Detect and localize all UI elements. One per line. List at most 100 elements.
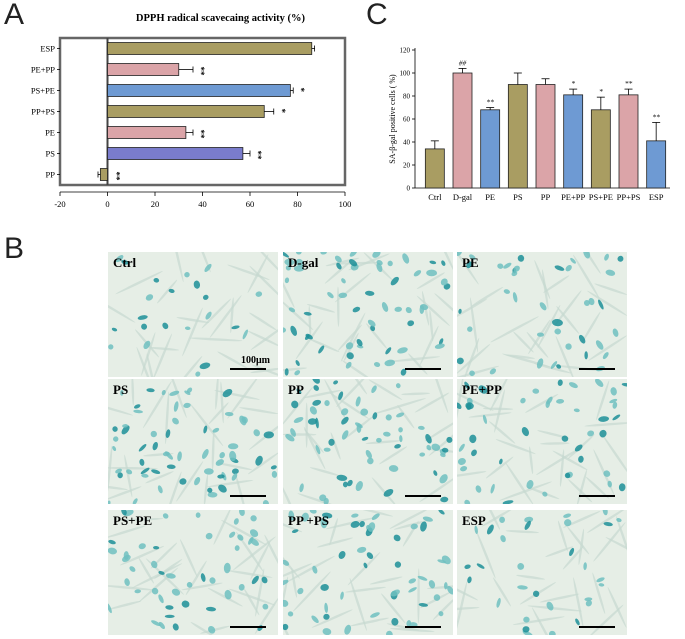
micrograph-stained-cell [357,546,367,553]
micrograph-stained-cell [126,469,133,475]
micrograph-label: PP +PS [288,513,329,528]
micrograph-stained-cell [367,319,376,327]
micrograph-stained-cell [173,401,179,412]
micrograph-stained-cell [153,545,160,550]
micrograph-fiber [283,576,289,617]
micrograph-fiber [470,297,479,353]
micrograph-stained-cell [402,253,410,264]
micrograph-stained-cell [584,351,588,360]
scale-bar-label: 100μm [241,355,270,366]
micrograph-fiber [552,450,588,471]
micrograph-fiber [468,412,512,418]
micrograph-fiber [119,518,164,522]
micrograph-stained-cell [271,470,278,478]
micrograph-stained-cell [503,262,512,269]
micrograph-stained-cell [564,519,572,527]
micrograph-image [457,379,627,504]
micrograph-stained-cell [263,431,274,439]
micrograph-fiber [526,331,549,358]
micrograph-stained-cell [578,334,586,344]
scale-bar [405,626,441,628]
micrograph-fiber [489,379,511,412]
micrograph-stained-cell [595,379,604,387]
micrograph-image [108,252,278,377]
micrograph-fiber [368,379,403,400]
chart-a-significance: ** [196,130,206,140]
micrograph-stained-cell [520,397,526,404]
chart-c-bar [507,84,528,189]
micrograph-stained-cell [367,457,374,465]
micrograph-fiber [457,580,479,601]
micrograph-image [457,510,627,635]
micrograph-stained-cell [356,423,362,433]
micrograph-stained-cell [583,562,587,571]
micrograph-fiber [390,627,435,632]
micrograph-stained-cell [121,259,129,265]
micrograph-stained-cell [469,434,477,444]
micrograph-stained-cell [341,416,349,425]
micrograph-stained-cell [311,615,319,624]
micrograph-stained-cell [151,560,158,569]
micrograph-stained-cell [370,612,380,618]
micrograph-fiber [457,343,491,375]
micrograph-stained-cell [365,449,372,459]
micrograph-stained-cell [371,513,380,520]
scale-bar [405,495,441,497]
micrograph-stained-cell [338,292,348,299]
micrograph-stained-cell [158,570,165,575]
micrograph-fiber [486,510,501,530]
micrograph-stained-cell [599,429,607,438]
micrograph-stained-cell [162,322,169,330]
micrograph-fiber [157,279,178,304]
chart-c-y-tick-label: 80 [403,93,411,101]
micrograph-stained-cell [385,347,392,355]
micrograph-stained-cell [390,589,400,597]
micrograph-fiber [311,609,353,628]
micrograph-stained-cell [341,278,346,284]
micrograph-stained-cell [288,510,295,521]
micrograph-fiber [215,379,219,410]
micrograph-stained-cell [603,522,613,527]
micrograph-stained-cell [499,458,503,465]
chart-a-x-tick-label: 100 [339,199,352,209]
micrograph-stained-cell [471,449,477,457]
micrograph-fiber [434,293,453,323]
micrograph-stained-cell [532,590,540,598]
micrograph-stained-cell [517,585,528,590]
micrograph-stained-cell [376,262,383,273]
micrograph-stained-cell [621,382,627,387]
micrograph-stained-cell [237,534,244,541]
micrograph-stained-cell [137,315,148,320]
micrograph-fiber [481,510,514,527]
micrograph-stained-cell [438,338,444,345]
micrograph-stained-cell [376,437,382,443]
micrograph-stained-cell [294,370,301,376]
micrograph-fiber [283,277,295,308]
micrograph-stained-cell [512,292,518,303]
micrograph-stained-cell [138,444,147,452]
micrograph-stained-cell [115,468,122,474]
micrograph-image [108,510,278,635]
micrograph-stained-cell [381,302,389,312]
micrograph-stained-cell [320,584,329,591]
micrograph-background [457,252,627,377]
chart-a-bar [107,105,265,118]
micrograph-stained-cell [201,449,209,459]
micrograph-stained-cell [293,265,305,272]
micrograph-stained-cell [229,450,237,462]
micrograph-stained-cell [602,352,609,360]
micrograph-fiber [557,520,568,552]
micrograph-fiber [109,600,142,610]
chart-a-bar [107,147,244,160]
micrograph-stained-cell [283,559,290,566]
micrograph-stained-cell [371,385,377,394]
micrograph-fiber [457,379,464,426]
scale-bar [230,495,266,497]
micrograph-fiber [283,482,300,504]
micrograph-fiber [250,367,278,373]
micrograph-stained-cell [293,416,304,423]
micrograph-stained-cell [261,576,268,584]
micrograph-stained-cell [433,594,441,601]
micrograph-stained-cell [383,431,391,437]
micrograph-fiber [249,265,278,301]
